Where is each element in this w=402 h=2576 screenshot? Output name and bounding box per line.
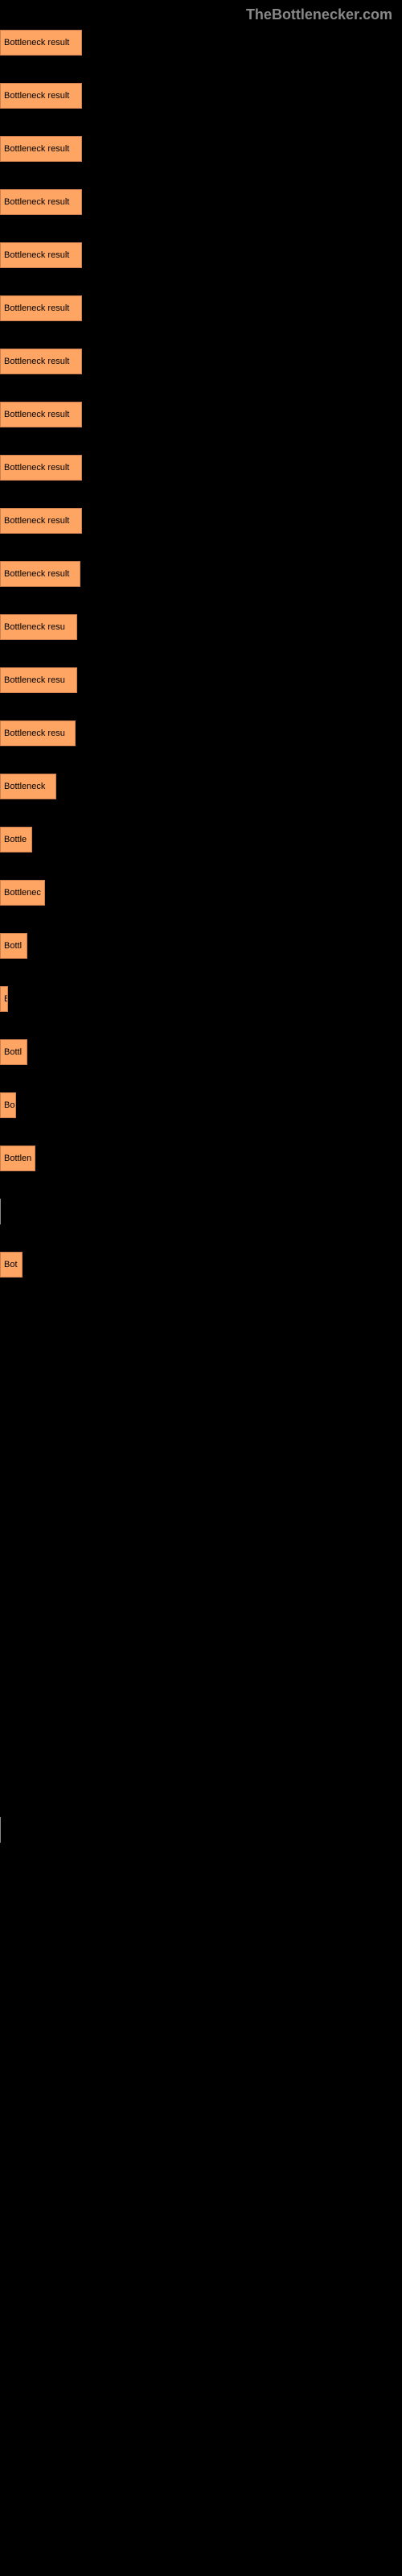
bar-row xyxy=(0,1199,402,1224)
bar-row: Bottleneck resu xyxy=(0,614,402,640)
chart-bar: Bottleneck result xyxy=(0,349,82,374)
bar-row: Bottleneck result xyxy=(0,508,402,534)
chart-bar: Bottleneck resu xyxy=(0,720,76,746)
chart-bar: Bottleneck result xyxy=(0,295,82,321)
bar-row: B xyxy=(0,986,402,1012)
chart-bar: Bottleneck result xyxy=(0,242,82,268)
chart-bar: Bo xyxy=(0,1092,16,1118)
chart-bar: Bottleneck xyxy=(0,774,56,799)
site-logo: TheBottlenecker.com xyxy=(0,0,402,30)
chart-bar: Bottleneck result xyxy=(0,402,82,427)
chart-bar: Bottl xyxy=(0,1039,27,1065)
bar-row: Bottleneck result xyxy=(0,136,402,162)
chart-bar: Bot xyxy=(0,1252,23,1278)
chart-bar: Bottle xyxy=(0,827,32,852)
bar-row: Bot xyxy=(0,1252,402,1278)
chart-bar: Bottlen xyxy=(0,1146,35,1171)
bar-row: Bottleneck result xyxy=(0,189,402,215)
chart-bar: B xyxy=(0,986,8,1012)
bar-row: Bo xyxy=(0,1092,402,1118)
bar-row: Bottleneck result xyxy=(0,242,402,268)
bar-row: Bottleneck result xyxy=(0,561,402,587)
chart-bar: Bottleneck result xyxy=(0,561,80,587)
bar-row: Bottleneck resu xyxy=(0,720,402,746)
chart-bar: Bottleneck resu xyxy=(0,614,77,640)
position-marker xyxy=(0,1817,1,1843)
chart-bar: Bottleneck result xyxy=(0,83,82,109)
bar-row: Bottleneck result xyxy=(0,349,402,374)
thin-marker xyxy=(0,1199,1,1224)
bar-row: Bottl xyxy=(0,933,402,959)
chart-bar: Bottleneck result xyxy=(0,508,82,534)
chart-bar: Bottleneck result xyxy=(0,30,82,56)
bar-row: Bottleneck result xyxy=(0,402,402,427)
chart-bar: Bottleneck result xyxy=(0,455,82,481)
chart-bar: Bottleneck result xyxy=(0,136,82,162)
bar-row: Bottleneck result xyxy=(0,83,402,109)
chart-bar: Bottleneck resu xyxy=(0,667,77,693)
bar-row: Bottleneck result xyxy=(0,30,402,56)
bar-row: Bottlenec xyxy=(0,880,402,906)
bar-row: Bottleneck resu xyxy=(0,667,402,693)
chart-bar: Bottlenec xyxy=(0,880,45,906)
bar-chart: Bottleneck result Bottleneck result Bottle… xyxy=(0,30,402,1278)
chart-bar: Bottleneck result xyxy=(0,189,82,215)
bar-row: Bottl xyxy=(0,1039,402,1065)
bar-row: Bottleneck result xyxy=(0,455,402,481)
bar-row: Bottleneck xyxy=(0,774,402,799)
bar-row: Bottle xyxy=(0,827,402,852)
bar-row: Bottlen xyxy=(0,1146,402,1171)
chart-bar: Bottl xyxy=(0,933,27,959)
bar-row: Bottleneck result xyxy=(0,295,402,321)
